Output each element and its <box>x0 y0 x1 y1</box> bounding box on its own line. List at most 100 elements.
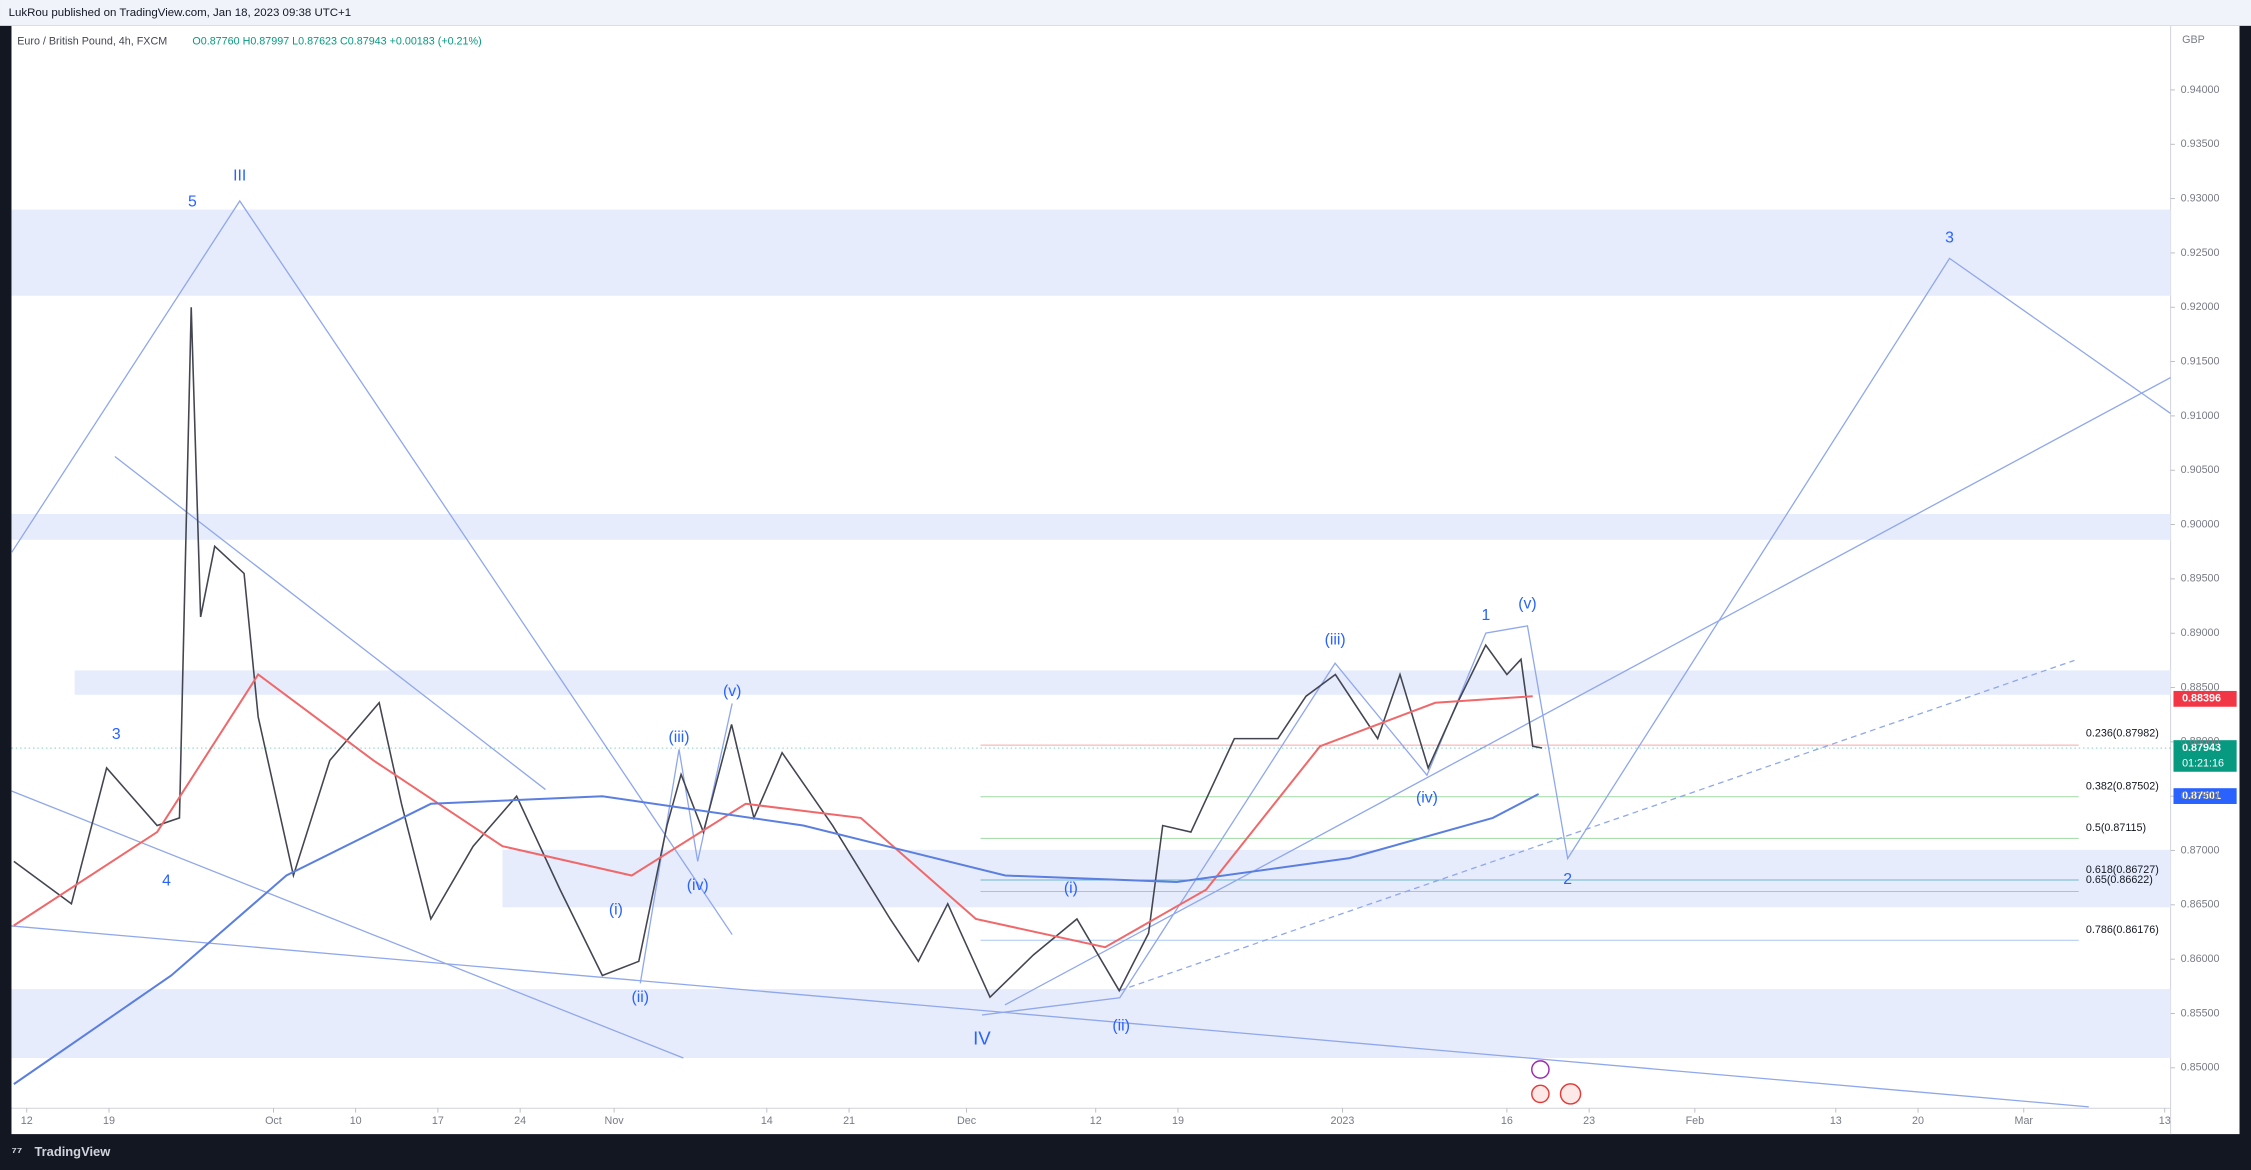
price-tag-timer: 01:21:16 <box>2182 758 2224 770</box>
wave-path <box>981 257 2171 1016</box>
price-tag-label: 0.88396 <box>2182 693 2221 705</box>
wave-label: 3 <box>112 726 121 743</box>
x-tick-label: 12 <box>1090 1115 1102 1127</box>
wave-label: 3 <box>1945 229 1954 246</box>
x-tick-label: 14 <box>761 1115 773 1127</box>
wave-label: IV <box>973 1027 991 1048</box>
wave-labels: 5 III 3 4 (i) (ii) (iii) (iv) (v) IV (i)… <box>112 168 1954 1049</box>
wave-label: 1 <box>1481 607 1490 624</box>
trend-line <box>1004 376 2171 1006</box>
event-icon[interactable] <box>1559 1083 1582 1105</box>
zone <box>74 670 2171 695</box>
wave-label: (iv) <box>687 877 709 894</box>
plot-area <box>11 25 2240 1135</box>
y-tick-label: 0.92500 <box>2181 247 2220 259</box>
y-tick-label: 0.86500 <box>2181 899 2220 911</box>
x-tick-label: 21 <box>843 1115 855 1127</box>
wave-label: (iii) <box>669 729 690 746</box>
x-tick-label: 16 <box>1501 1115 1513 1127</box>
x-tick-label: 12 <box>21 1115 33 1127</box>
y-tick-label: 0.87500 <box>2181 790 2220 802</box>
x-tick-label: 20 <box>1912 1115 1924 1127</box>
x-tick-label: Feb <box>1686 1115 1705 1127</box>
price-tags: 0.88396 0.87943 01:21:16 0.87501 <box>11 690 2237 804</box>
wave-label: (iii) <box>1325 631 1346 648</box>
y-tick-label: 0.94000 <box>2181 84 2220 96</box>
trend-line <box>1119 659 2075 992</box>
wave-label: III <box>233 168 246 185</box>
x-tick-label: 17 <box>432 1115 444 1127</box>
series <box>13 307 1543 1085</box>
y-tick-label: 0.93500 <box>2181 138 2220 150</box>
y-tick-label: 0.91000 <box>2181 410 2220 422</box>
y-tick-label: 0.90500 <box>2181 464 2220 476</box>
zone <box>11 209 2171 296</box>
top-bar <box>0 0 2251 26</box>
x-tick-label: 10 <box>350 1115 362 1127</box>
y-tick-label: 0.89000 <box>2181 627 2220 639</box>
wave-label: 2 <box>1563 871 1572 888</box>
y-tick-label: 0.89500 <box>2181 573 2220 585</box>
fib-label: 0.382(0.87502) <box>2086 781 2159 793</box>
y-tick-label: 0.85500 <box>2181 1007 2220 1019</box>
y-tick-label: 0.86000 <box>2181 953 2220 965</box>
y-tick-label: 0.91500 <box>2181 355 2220 367</box>
x-tick-label: 19 <box>103 1115 115 1127</box>
x-tick-label: Oct <box>265 1115 282 1127</box>
price-tag-label: 0.87501 <box>2182 790 2221 802</box>
trend-line <box>11 925 2089 1108</box>
y-tick-label: 0.92000 <box>2181 301 2220 313</box>
price-tag <box>2173 690 2237 707</box>
y-tick-label: 0.87000 <box>2181 844 2220 856</box>
fib-label: 0.618(0.86727) <box>2086 864 2159 876</box>
fib-label: 0.236(0.87982) <box>2086 727 2159 739</box>
wave-label: 5 <box>188 194 197 211</box>
fib-levels: 0.236(0.87982) 0.382(0.87502) 0.5(0.8711… <box>980 727 2159 941</box>
price-tag <box>2173 740 2237 772</box>
trend-line <box>11 790 684 1059</box>
price-tag-label: 0.87943 <box>2182 742 2221 754</box>
x-tick-label: 13 <box>1830 1115 1842 1127</box>
x-tick-label: 23 <box>1583 1115 1595 1127</box>
zone <box>11 513 2171 540</box>
x-tick-label: 19 <box>1172 1115 1184 1127</box>
y-tick-label: 0.90000 <box>2181 518 2220 530</box>
wave-label: (i) <box>1064 880 1078 897</box>
x-tick-label: 13 <box>2159 1115 2171 1127</box>
zone <box>502 849 2171 908</box>
price-line <box>13 793 1540 1085</box>
y-tick-label: 0.85000 <box>2181 1062 2220 1074</box>
fib-label: 0.65(0.86622) <box>2086 874 2153 886</box>
brand-logo: ⁷⁷ <box>11 1144 22 1159</box>
currency: GBP <box>2182 34 2205 46</box>
published-note: LukRou published on TradingView.com, Jan… <box>9 7 351 19</box>
wave-label: (v) <box>723 683 741 700</box>
event-icon[interactable] <box>1531 1084 1550 1104</box>
symbol-title: Euro / British Pound, 4h, FXCM <box>17 35 167 47</box>
y-tick-label: 0.88500 <box>2181 681 2220 693</box>
x-tick-label: 24 <box>514 1115 526 1127</box>
wave-path <box>639 703 733 984</box>
zones <box>11 209 2171 1059</box>
y-tick-label: 0.88000 <box>2181 736 2220 748</box>
zone <box>11 989 2171 1059</box>
ohlc: O0.87760 H0.87997 L0.87623 C0.87943 +0.0… <box>192 35 481 47</box>
wave-label: 4 <box>162 873 171 890</box>
y-tick-label: 0.93000 <box>2181 192 2220 204</box>
price-line <box>13 673 1533 949</box>
price-tag <box>2173 788 2237 804</box>
trend-line <box>10 199 733 935</box>
x-tick-label: 2023 <box>1330 1115 1354 1127</box>
brand: TradingView <box>34 1144 111 1159</box>
event-icon[interactable] <box>1531 1060 1550 1079</box>
wave-label: (ii) <box>1112 1018 1130 1035</box>
wave-label: (iv) <box>1416 789 1438 806</box>
fib-label: 0.5(0.87115) <box>2086 822 2146 834</box>
wave-label: (ii) <box>632 989 650 1006</box>
wave-label: (i) <box>609 901 623 918</box>
wave-label: (v) <box>1518 596 1536 613</box>
x-tick-label: Nov <box>605 1115 625 1127</box>
x-tick-label: Dec <box>957 1115 977 1127</box>
